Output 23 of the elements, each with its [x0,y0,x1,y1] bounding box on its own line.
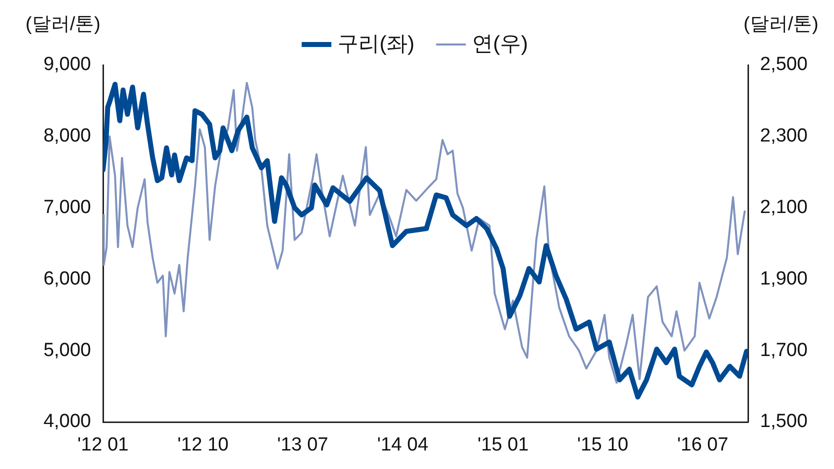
y2-tick-label: 2,500 [760,54,808,76]
y-axis-title: (달러/톤) [26,14,100,35]
y2-tick-label: 1,700 [760,340,808,361]
y-tick-label: 8,000 [43,126,91,147]
y-tick-label: 5,000 [43,340,91,361]
x-tick-label: '16 07 [677,434,728,456]
x-tick-label: '15 10 [577,434,628,456]
legend-label: 구리(좌) [338,32,415,56]
y2-tick-label: 1,500 [760,411,808,432]
y-tick-label: 9,000 [43,54,91,76]
x-tick-label: '15 01 [477,434,529,456]
y2-tick-label: 1,900 [760,268,808,290]
y2-tick-label: 2,300 [760,126,808,147]
legend-label: 연(우) [472,32,528,56]
x-tick-label: '12 10 [177,434,229,456]
y-tick-label: 6,000 [43,268,91,290]
x-tick-label: '13 07 [277,434,328,456]
y-tick-label: 4,000 [43,411,91,432]
x-tick-label: '14 04 [377,434,429,456]
x-tick-label: '12 01 [77,434,129,456]
y2-tick-label: 2,100 [760,197,808,218]
y-tick-label: 7,000 [43,197,91,218]
y2-axis-title: (달러/톤) [744,14,818,35]
